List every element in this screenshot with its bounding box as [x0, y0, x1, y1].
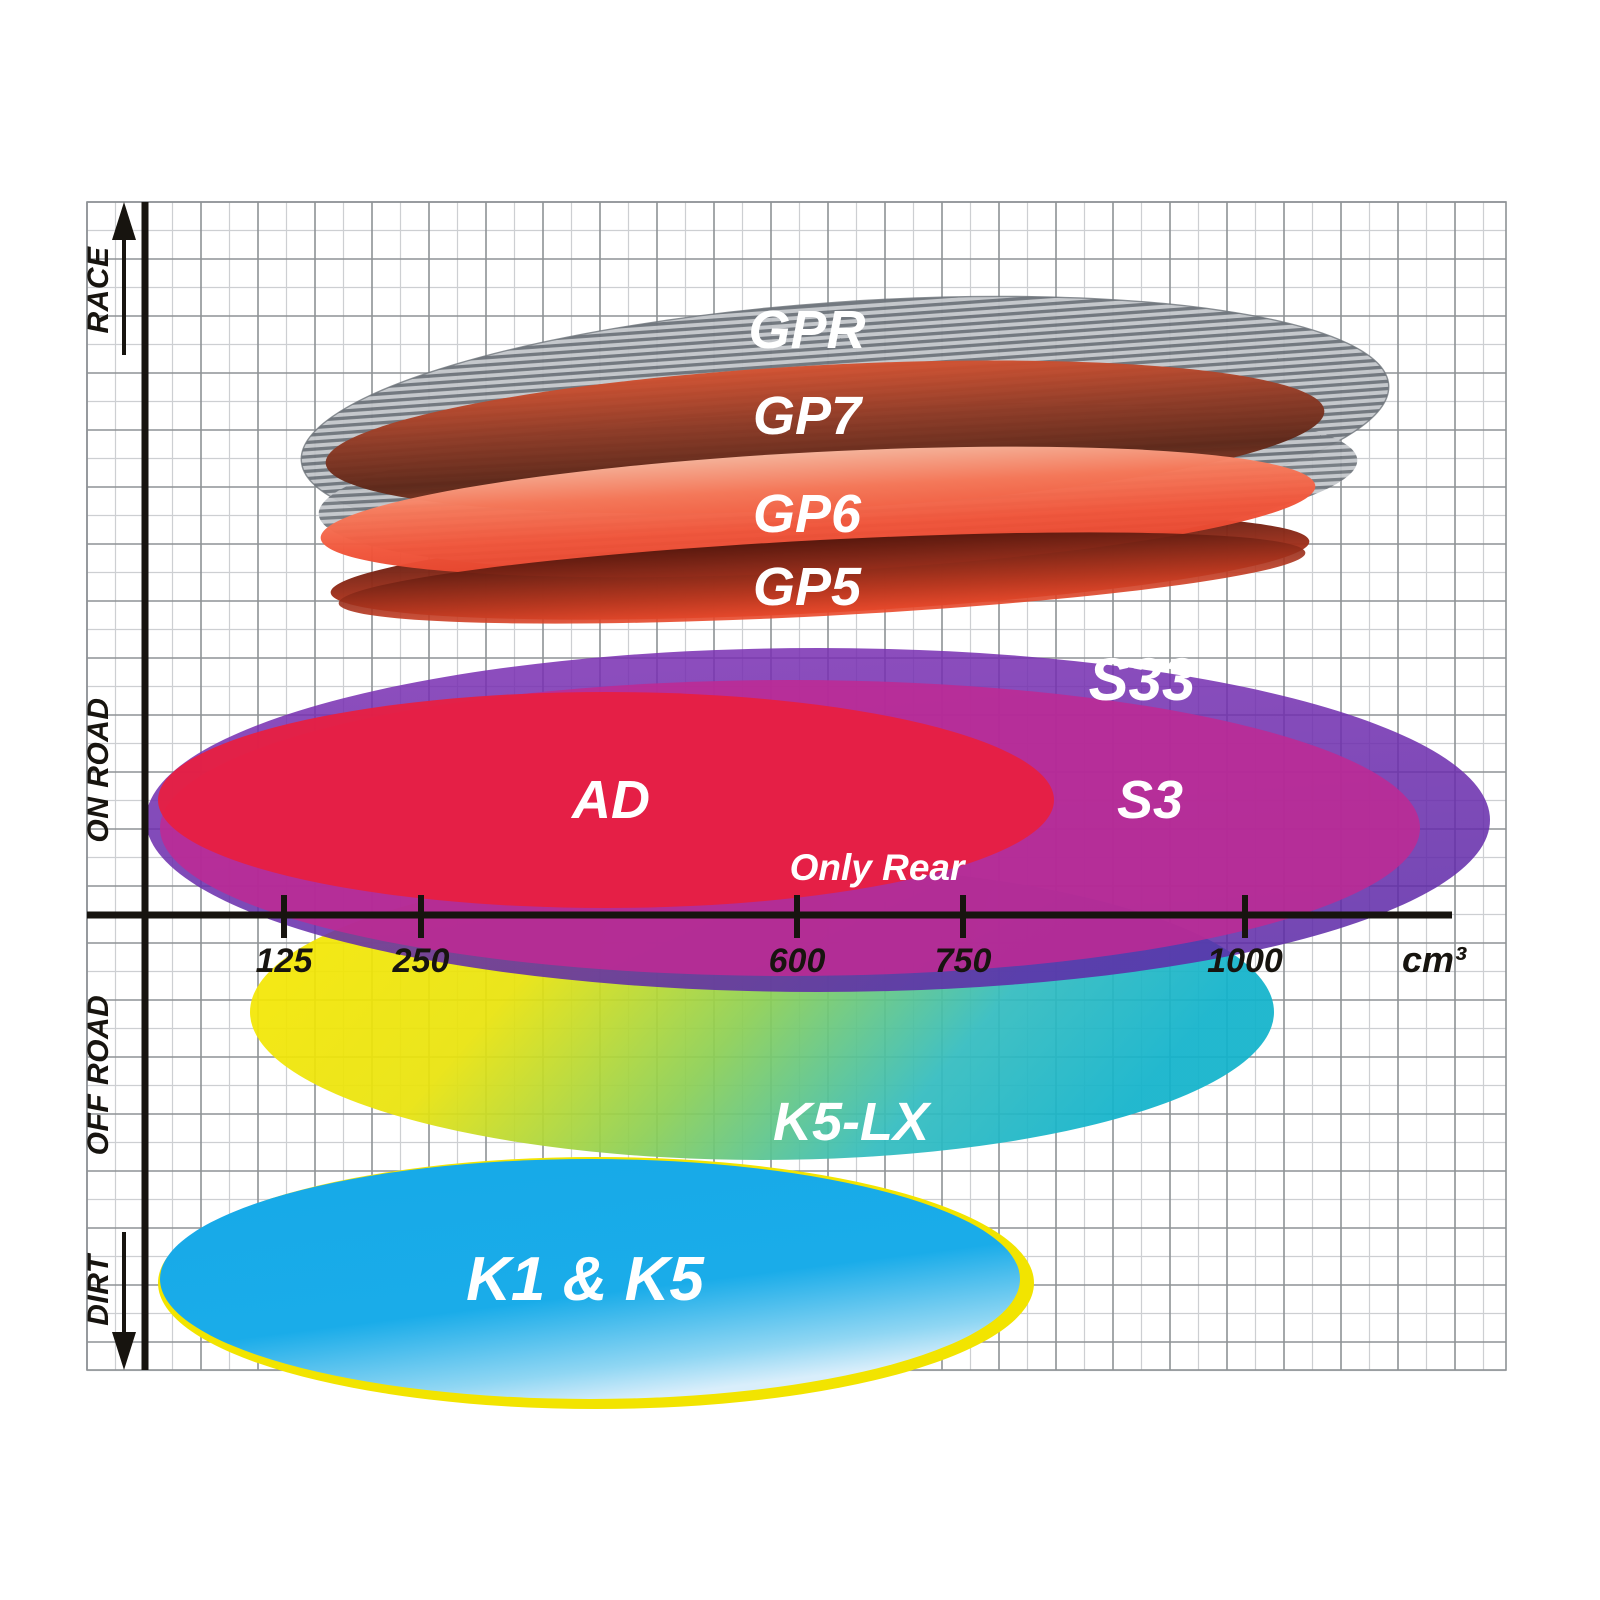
x-axis-ticks: [281, 895, 1248, 938]
x-tick-250: 250: [392, 942, 450, 980]
region-label-k5lx: K5-LX: [773, 1092, 932, 1152]
zone-label-dirt: DIRT: [82, 1252, 115, 1326]
race-arrow-icon: [112, 202, 136, 355]
zone-labels: RACE ON ROAD OFF ROAD DIRT: [82, 246, 115, 1326]
region-gp5-front: [338, 532, 1306, 624]
x-tick-125: 125: [256, 942, 314, 980]
annotation-only-rear: Only Rear: [790, 847, 967, 888]
axis-tick-labels: 125 250 600 750 1000 cm³: [256, 939, 1467, 980]
region-k1k5[interactable]: [158, 1157, 1034, 1409]
region-label-ad: AD: [570, 770, 650, 830]
zone-label-race: RACE: [82, 246, 115, 333]
region-label-gpr: GPR: [748, 300, 865, 360]
zone-label-off-road: OFF ROAD: [82, 995, 115, 1156]
x-tick-600: 600: [769, 942, 826, 980]
axes: [87, 202, 1452, 1370]
region-labels: GPR GP7 GP6 GP5 S33 S3 AD Only Rear K5-L…: [466, 300, 1195, 1314]
region-label-k1k5: K1 & K5: [466, 1245, 705, 1314]
dirt-arrow-icon: [112, 1232, 136, 1370]
x-tick-1000: 1000: [1207, 942, 1283, 980]
region-label-gp5: GP5: [753, 557, 862, 617]
regions-layer: [146, 295, 1490, 1409]
region-label-s33: S33: [1089, 646, 1196, 713]
region-label-gp6: GP6: [753, 484, 862, 544]
x-axis-unit-label: cm³: [1402, 939, 1467, 980]
zone-label-on-road: ON ROAD: [82, 697, 115, 842]
region-ad[interactable]: [158, 692, 1054, 908]
region-label-gp7: GP7: [753, 386, 864, 446]
x-tick-750: 750: [935, 942, 992, 980]
region-label-s3: S3: [1117, 770, 1183, 830]
